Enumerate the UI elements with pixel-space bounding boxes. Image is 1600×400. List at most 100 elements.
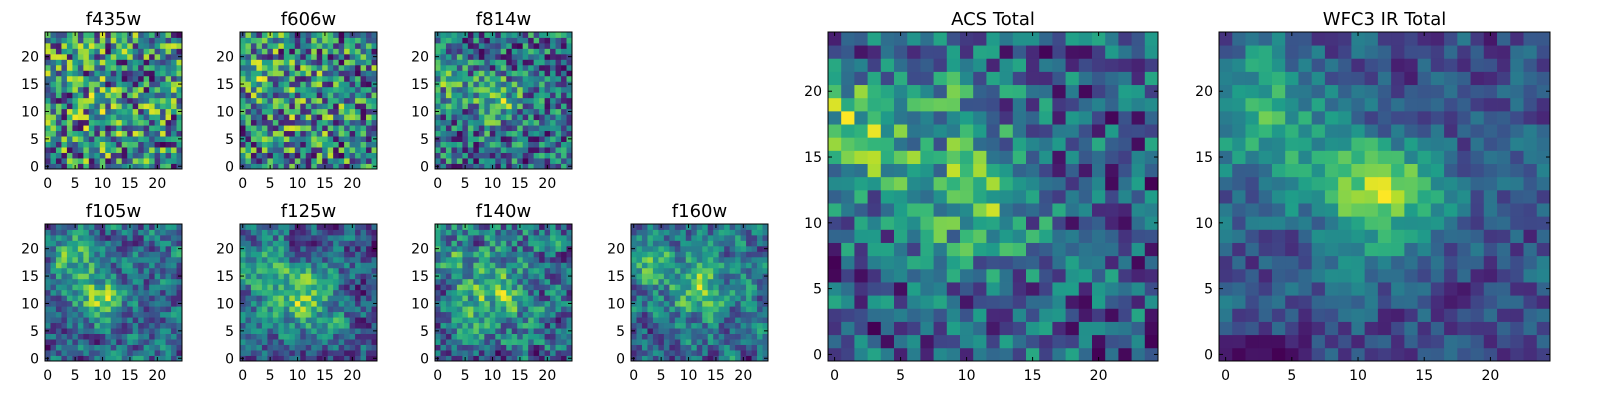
heatmap-cell bbox=[94, 344, 101, 351]
heatmap-cell bbox=[99, 234, 106, 241]
heatmap-cell bbox=[256, 108, 263, 115]
heatmap-cell bbox=[522, 59, 529, 66]
heatmap-cell bbox=[250, 37, 257, 44]
heatmap-cell bbox=[506, 328, 513, 334]
heatmap-cell bbox=[110, 32, 117, 38]
heatmap-cell bbox=[973, 295, 987, 309]
heatmap-cell bbox=[484, 70, 491, 77]
heatmap-cell bbox=[250, 32, 257, 38]
heatmap-cell bbox=[511, 350, 518, 356]
heatmap-cell bbox=[451, 284, 458, 291]
heatmap-cell bbox=[986, 216, 1000, 230]
heatmap-cell bbox=[435, 306, 441, 313]
heatmap-cell bbox=[828, 334, 842, 349]
heatmap-cell bbox=[729, 328, 736, 334]
heatmap-cell bbox=[138, 37, 145, 44]
heatmap-cell bbox=[647, 229, 654, 236]
heatmap-cell bbox=[171, 339, 177, 345]
heatmap-cell bbox=[160, 125, 166, 132]
heatmap-cell bbox=[316, 339, 323, 345]
heatmap-cell bbox=[105, 333, 112, 340]
heatmap-cell bbox=[894, 255, 908, 270]
heatmap-cell bbox=[702, 339, 709, 345]
heatmap-cell bbox=[713, 317, 720, 324]
heatmap-cell bbox=[555, 32, 562, 38]
heatmap-cell bbox=[484, 130, 491, 137]
heatmap-cell bbox=[1065, 216, 1080, 230]
heatmap-cell bbox=[355, 344, 361, 351]
heatmap-cell bbox=[880, 268, 895, 283]
heatmap-cell bbox=[45, 86, 51, 93]
heatmap-cell bbox=[121, 333, 128, 340]
heatmap-cell bbox=[451, 70, 458, 77]
heatmap-cell bbox=[143, 48, 150, 55]
heatmap-cell bbox=[473, 300, 480, 307]
heatmap-cell bbox=[517, 59, 524, 66]
heatmap-cell bbox=[110, 350, 117, 356]
heatmap-cell bbox=[83, 97, 90, 104]
heatmap-cell bbox=[561, 97, 567, 104]
heatmap-cell bbox=[283, 53, 290, 60]
heatmap-cell bbox=[316, 262, 323, 269]
heatmap-cell bbox=[294, 59, 301, 66]
heatmap-cell bbox=[1078, 268, 1093, 283]
heatmap-cell bbox=[245, 306, 252, 313]
heatmap-cell bbox=[240, 86, 246, 93]
heatmap-cell bbox=[116, 136, 123, 142]
heatmap-cell bbox=[500, 147, 507, 153]
heatmap-cell bbox=[355, 70, 361, 77]
heatmap-cell bbox=[132, 317, 139, 324]
heatmap-cell bbox=[94, 234, 101, 241]
heatmap-cell bbox=[636, 267, 643, 274]
heatmap-cell bbox=[77, 267, 84, 274]
heatmap-cell bbox=[45, 284, 51, 291]
heatmap-cell bbox=[500, 229, 507, 236]
heatmap-cell bbox=[327, 344, 334, 351]
heatmap-cell bbox=[456, 37, 463, 44]
heatmap-cell bbox=[707, 350, 714, 356]
heatmap-cell bbox=[920, 268, 934, 283]
heatmap-cell bbox=[366, 295, 372, 302]
heatmap-cell bbox=[1118, 308, 1132, 322]
heatmap-cell bbox=[127, 158, 134, 164]
heatmap-cell bbox=[72, 64, 79, 71]
heatmap-cell bbox=[751, 234, 758, 241]
heatmap-cell bbox=[327, 267, 334, 274]
heatmap-cell bbox=[272, 141, 279, 148]
heatmap-cell bbox=[77, 344, 84, 351]
heatmap-cell bbox=[973, 150, 987, 164]
heatmap-cell bbox=[160, 278, 166, 285]
heatmap-cell bbox=[116, 103, 123, 110]
heatmap-cell bbox=[45, 333, 51, 340]
heatmap-cell bbox=[77, 284, 84, 291]
heatmap-cell bbox=[50, 273, 57, 280]
heatmap-cell bbox=[338, 53, 345, 60]
heatmap-cell bbox=[506, 300, 513, 307]
heatmap-cell bbox=[165, 339, 172, 345]
heatmap-cell bbox=[344, 322, 350, 329]
heatmap-cell bbox=[555, 42, 562, 49]
heatmap-cell bbox=[50, 295, 57, 302]
heatmap-cell bbox=[333, 350, 340, 356]
heatmap-cell bbox=[94, 97, 101, 104]
heatmap-cell bbox=[55, 32, 62, 38]
heatmap-cell bbox=[506, 152, 513, 159]
heatmap-cell bbox=[61, 339, 68, 345]
heatmap-cell bbox=[121, 240, 128, 247]
heatmap-cell bbox=[160, 350, 166, 356]
heatmap-cell bbox=[77, 339, 84, 345]
heatmap-cell bbox=[154, 262, 161, 269]
heatmap-cell bbox=[489, 147, 496, 153]
heatmap-cell bbox=[154, 344, 161, 351]
heatmap-cell bbox=[920, 295, 934, 309]
heatmap-cell bbox=[544, 48, 551, 55]
heatmap-cell bbox=[636, 328, 643, 334]
heatmap-cell bbox=[841, 242, 855, 257]
heatmap-cell bbox=[240, 284, 246, 291]
heatmap-cell bbox=[344, 136, 350, 142]
heatmap-cell bbox=[894, 176, 908, 191]
heatmap-cell bbox=[440, 53, 447, 60]
heatmap-cell bbox=[533, 234, 540, 241]
heatmap-cell bbox=[533, 333, 540, 340]
heatmap-cell bbox=[99, 300, 106, 307]
